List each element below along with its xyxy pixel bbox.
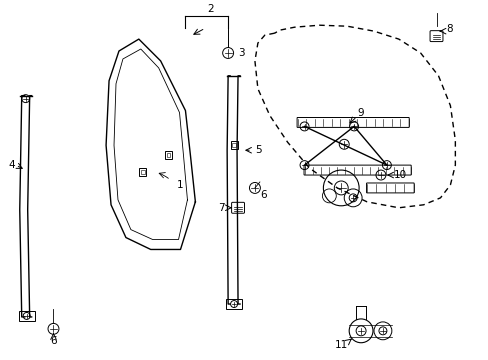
Bar — [165, 151, 172, 159]
Bar — [139, 168, 146, 176]
Text: 1: 1 — [177, 180, 183, 190]
Bar — [232, 143, 235, 147]
Text: 7: 7 — [218, 203, 224, 213]
Bar — [230, 141, 237, 149]
Text: 10: 10 — [393, 170, 406, 180]
Text: 6: 6 — [50, 336, 57, 346]
Text: 3: 3 — [238, 48, 244, 58]
Text: 11: 11 — [334, 340, 347, 350]
Text: 8: 8 — [446, 24, 452, 34]
Text: 4: 4 — [8, 160, 15, 170]
Bar — [225, 299, 242, 309]
Text: 9: 9 — [357, 108, 364, 117]
FancyBboxPatch shape — [366, 183, 413, 193]
Text: 6: 6 — [259, 190, 266, 200]
Bar — [141, 170, 144, 174]
FancyBboxPatch shape — [304, 165, 410, 175]
Text: 5: 5 — [254, 145, 261, 155]
Text: 2: 2 — [206, 4, 213, 14]
Bar — [166, 153, 170, 157]
FancyBboxPatch shape — [297, 117, 408, 127]
Bar — [19, 311, 35, 321]
